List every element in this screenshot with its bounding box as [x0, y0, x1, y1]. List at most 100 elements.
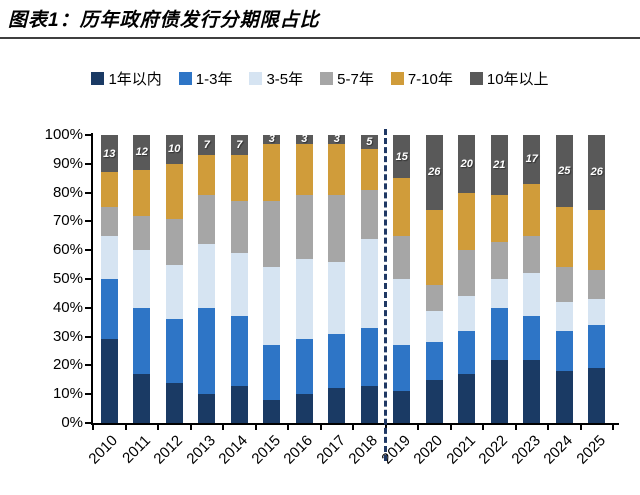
bar-segment — [393, 345, 411, 392]
bar-segment — [230, 201, 248, 254]
bar-column: 10 — [165, 135, 183, 423]
bar-segment — [458, 296, 476, 331]
legend-swatch-icon — [91, 72, 105, 85]
bar-segment — [523, 359, 541, 423]
y-axis-label: 100% — [44, 126, 83, 143]
legend-item: 5-7年 — [320, 68, 374, 89]
bar-segment — [230, 385, 248, 423]
bar-segment — [490, 359, 508, 423]
forecast-divider-line — [384, 129, 387, 461]
bar-segment — [295, 143, 313, 196]
bar-segment — [555, 267, 573, 303]
y-axis-tick — [85, 134, 91, 136]
bar-segment — [165, 163, 183, 219]
legend-swatch-icon — [469, 72, 483, 85]
x-axis-tick — [92, 425, 94, 430]
x-axis-tick — [352, 425, 354, 430]
bar-segment: 3 — [263, 133, 281, 145]
bar-column: 26 — [425, 135, 443, 423]
y-axis-label: 90% — [52, 154, 83, 172]
x-axis-tick — [287, 425, 289, 430]
bar-segment — [198, 195, 216, 245]
bar-segment — [328, 143, 346, 196]
bar-value-label: 17 — [525, 153, 538, 166]
bar-segment — [328, 333, 346, 389]
y-axis-label: 40% — [52, 298, 83, 316]
bar-value-label: 3 — [333, 133, 340, 146]
bar-segment — [458, 250, 476, 297]
bar-segment — [523, 183, 541, 236]
legend-item: 7-10年 — [390, 68, 453, 89]
y-axis-tick — [85, 364, 91, 367]
bar-segment — [393, 178, 411, 236]
y-axis-label: 50% — [52, 270, 83, 287]
bar-segment — [328, 195, 346, 262]
bar-segment — [490, 307, 508, 360]
bar-value-label: 12 — [135, 146, 148, 159]
bar-segment — [555, 302, 573, 331]
bar-segment — [555, 371, 573, 423]
bar-segment — [133, 215, 151, 251]
bar-column: 21 — [490, 135, 508, 423]
bar-segment — [523, 273, 541, 317]
legend-item: 3-5年 — [249, 68, 303, 89]
bar-segment — [263, 267, 281, 346]
bar-segment — [295, 339, 313, 395]
bar-segment — [198, 244, 216, 308]
legend-swatch-icon — [320, 72, 334, 85]
legend-swatch-icon — [390, 72, 404, 85]
bar-segment — [393, 391, 411, 423]
bar-segment: 17 — [523, 135, 541, 184]
bar-segment: 5 — [360, 135, 378, 150]
y-axis-tick — [85, 422, 91, 424]
y-axis-tick — [85, 249, 91, 252]
y-axis-label: 30% — [52, 327, 83, 345]
bar-segment — [198, 394, 216, 423]
bar-column: 17 — [523, 135, 541, 423]
bar-segment — [100, 235, 118, 279]
bar-segment — [523, 235, 541, 274]
x-axis-tick — [417, 425, 419, 430]
x-axis-tick — [222, 425, 224, 430]
y-axis-tick — [85, 162, 91, 165]
bar-segment — [230, 253, 248, 317]
bar-value-label: 25 — [558, 165, 571, 177]
bar-segment: 21 — [490, 135, 508, 196]
y-axis-label: 70% — [52, 212, 83, 230]
bar-segment — [425, 284, 443, 311]
bar-segment: 25 — [555, 135, 573, 207]
x-axis-tick — [124, 425, 127, 430]
bar-column: 26 — [588, 135, 606, 423]
legend-label: 10年以上 — [486, 71, 549, 88]
bar-segment: 12 — [133, 135, 151, 170]
legend-label: 5-7年 — [337, 71, 374, 88]
bar-segment — [588, 209, 606, 271]
bar-segment — [555, 330, 573, 372]
bar-segment — [425, 209, 443, 285]
legend-label: 1-3年 — [195, 71, 233, 88]
y-axis-label: 0% — [61, 414, 83, 431]
bar-segment: 13 — [100, 135, 118, 173]
bar-segment — [360, 385, 378, 423]
bar-value-label: 21 — [493, 159, 506, 172]
bar-segment — [458, 192, 476, 251]
bar-segment — [328, 388, 346, 423]
bar-column: 25 — [555, 135, 573, 423]
bar-column: 3 — [263, 133, 281, 423]
bar-column: 12 — [133, 135, 151, 423]
bar-column: 20 — [458, 135, 476, 423]
bar-segment: 7 — [230, 135, 248, 156]
x-axis-tick — [547, 425, 549, 430]
x-axis-tick — [579, 425, 582, 430]
bar-value-label: 3 — [301, 133, 308, 146]
bar-column: 3 — [295, 133, 313, 423]
y-axis-tick — [85, 335, 91, 338]
x-axis-tick — [319, 425, 322, 430]
bar-segment — [100, 339, 118, 423]
bar-segment — [523, 316, 541, 360]
y-axis-label: 60% — [52, 241, 83, 259]
x-axis-tick — [514, 425, 517, 430]
bar-segment — [295, 258, 313, 340]
bar-segment — [100, 172, 118, 207]
y-axis-tick — [85, 191, 91, 194]
